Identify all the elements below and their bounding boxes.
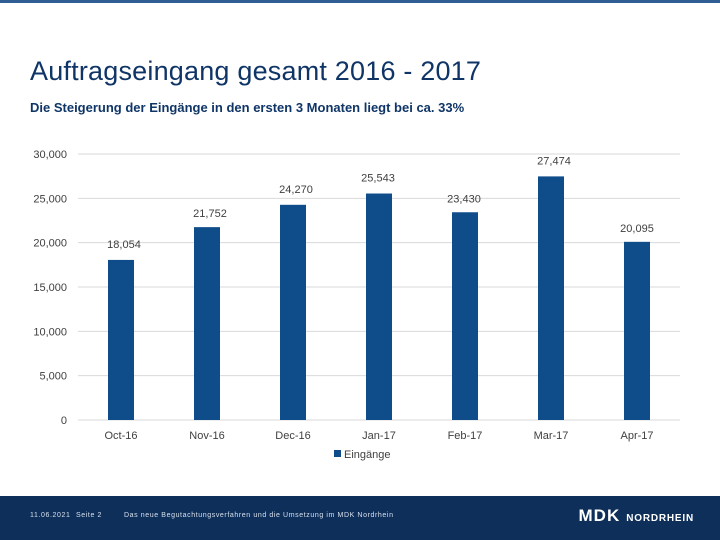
legend-label: Eingänge — [344, 449, 391, 461]
top-rule — [0, 0, 720, 3]
x-tick-label: Nov-16 — [189, 430, 224, 442]
footer-date: 11.06.2021 — [30, 512, 71, 519]
footer-bar: 11.06.2021 Seite 2 Das neue Begutachtung… — [0, 496, 720, 540]
y-tick-label: 20,000 — [33, 238, 67, 250]
y-tick-label: 10,000 — [33, 326, 67, 338]
data-label: 24,270 — [279, 184, 313, 196]
bar — [452, 212, 478, 420]
data-label: 20,095 — [620, 223, 654, 235]
y-tick-label: 25,000 — [33, 193, 67, 205]
x-tick-label: Apr-17 — [620, 430, 653, 442]
y-tick-label: 5,000 — [39, 371, 67, 383]
bar — [108, 259, 134, 420]
data-label: 23,430 — [447, 193, 481, 205]
bar — [280, 204, 306, 420]
y-tick-label: 30,000 — [33, 149, 67, 161]
data-label: 21,752 — [193, 208, 227, 220]
slide-subtitle: Die Steigerung der Eingänge in den erste… — [30, 100, 465, 115]
x-tick-label: Feb-17 — [448, 430, 483, 442]
bar — [624, 241, 650, 420]
footer-text: Das neue Begutachtungsverfahren und die … — [124, 512, 394, 519]
x-tick-label: Dec-16 — [275, 430, 310, 442]
y-tick-label: 15,000 — [33, 282, 67, 294]
mdk-logo: MDK NORDRHEIN — [579, 506, 694, 526]
data-label: 25,543 — [361, 173, 395, 185]
footer-page-number: Seite 2 — [76, 512, 102, 519]
y-tick-label: 0 — [61, 415, 67, 427]
data-label: 18,054 — [107, 239, 141, 251]
bar — [194, 227, 220, 420]
slide-title: Auftragseingang gesamt 2016 - 2017 — [30, 56, 482, 86]
bar — [366, 193, 392, 420]
logo-main-text: MDK — [578, 506, 621, 525]
bar — [538, 176, 564, 420]
legend-swatch — [334, 450, 341, 457]
x-tick-label: Jan-17 — [362, 430, 396, 442]
data-label: 27,474 — [537, 155, 571, 167]
bar-chart: 0 5,000 10,000 15,000 20,000 25,000 30,000 18,0… — [33, 149, 680, 461]
x-tick-label: Mar-17 — [534, 430, 569, 442]
x-tick-label: Oct-16 — [104, 430, 137, 442]
logo-sub-text: NORDRHEIN — [626, 513, 694, 524]
